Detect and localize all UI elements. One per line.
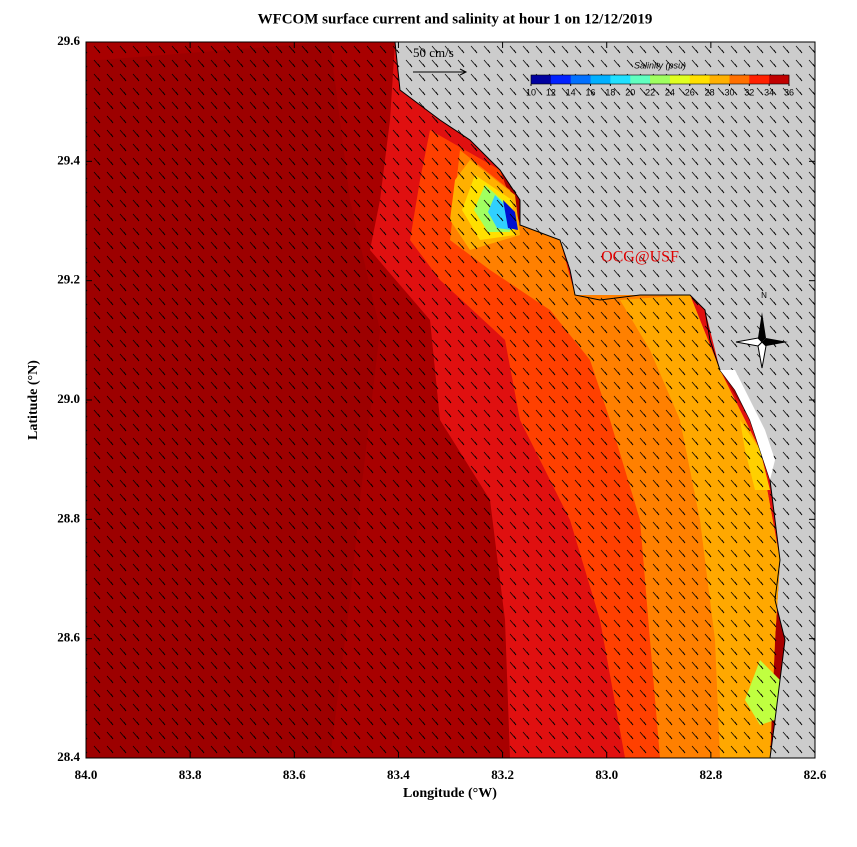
colorbar-swatch [610,75,631,84]
y-tick-label: 29.4 [57,152,80,167]
x-tick-label: 83.4 [387,767,410,782]
scale-label: 50 cm/s [413,45,454,60]
white-coastal-strip [720,370,775,480]
compass-north [758,312,766,342]
salinity-field [86,42,815,758]
y-tick-label: 29.0 [57,391,80,406]
colorbar-swatch [570,75,591,84]
coastline [394,42,786,758]
colorbar-tick-label: 32 [744,87,754,97]
y-axis-label: Latitude (°N) [26,360,41,440]
colorbar-swatch [689,75,710,84]
x-tick-label: 83.8 [179,767,202,782]
colorbar-swatch [550,75,571,84]
compass-east [762,338,788,346]
x-tick-label: 83.6 [283,767,306,782]
colorbar-tick-label: 16 [586,87,596,97]
y-tick-label: 29.6 [57,33,80,48]
scale-arrow-head [459,68,468,76]
y-tick-label: 28.6 [57,630,80,645]
colorbar-swatch [630,75,651,84]
y-tick-label: 29.2 [57,272,80,287]
x-axis-label: Longitude (°W) [403,786,497,801]
y-tick-label: 28.8 [57,510,80,525]
colorbar-tick-label: 14 [566,87,576,97]
colorbar-swatch [650,75,671,84]
colorbar-swatch [590,75,611,84]
colorbar-title: Salinity (psu) [634,60,686,70]
x-tick-label: 82.8 [699,767,722,782]
colorbar-swatch [669,75,691,84]
x-tick-label: 82.6 [804,767,827,782]
colorbar-swatch [729,75,750,84]
colorbar-tick-label: 20 [625,87,635,97]
colorbar-tick-label: 12 [546,87,556,97]
compass-label: N [761,291,767,300]
colorbar-swatch [769,75,790,84]
x-tick-label: 84.0 [75,767,98,782]
x-tick-label: 83.2 [491,767,514,782]
colorbar-swatch [531,75,552,84]
colorbar-tick-label: 22 [645,87,655,97]
colorbar-tick-label: 24 [665,87,675,97]
colorbar-tick-label: 28 [705,87,715,97]
colorbar-tick-label: 34 [764,87,774,97]
compass: N [735,291,788,369]
x-tick-label: 83.0 [595,767,618,782]
colorbar-tick-label: 36 [784,87,794,97]
colorbar-tick-label: 30 [724,87,734,97]
colorbar-frame [530,74,790,85]
colorbar-swatch [709,75,730,84]
colorbar-swatch [749,75,770,84]
colorbar-tick-label: 26 [685,87,695,97]
current-vectors [86,42,815,758]
chart-title: WFCOM surface current and salinity at ho… [258,11,653,27]
y-tick-label: 28.4 [57,749,80,764]
annotation: OCG@USF [601,249,679,266]
colorbar-tick-label: 10 [526,87,536,97]
colorbar-tick-label: 18 [605,87,615,97]
